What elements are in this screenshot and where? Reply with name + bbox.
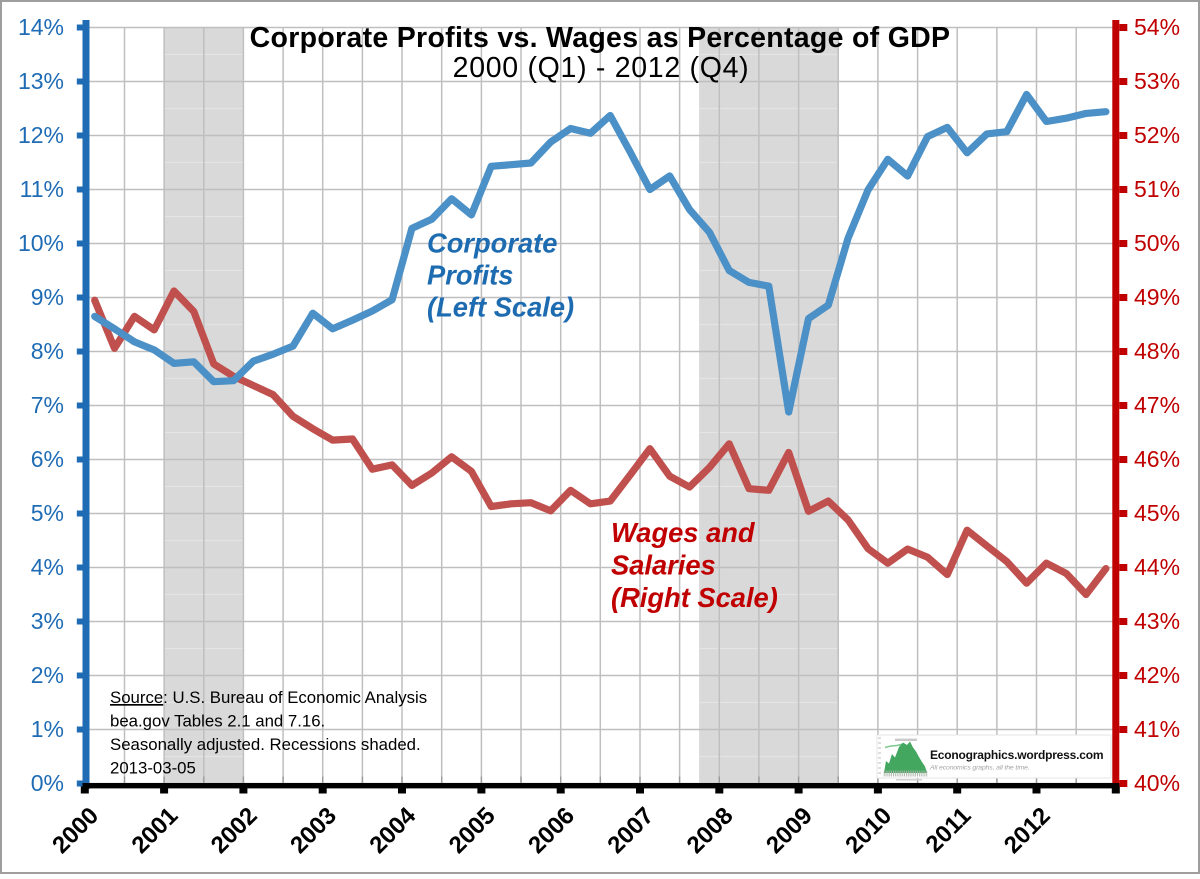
svg-text:52%: 52%	[1134, 122, 1180, 148]
svg-text:48%: 48%	[1134, 338, 1180, 364]
svg-text:51%: 51%	[1134, 176, 1180, 202]
svg-text:1%: 1%	[31, 716, 64, 742]
svg-text:13%: 13%	[18, 68, 64, 94]
svg-text:40%: 40%	[1134, 770, 1180, 796]
svg-text:Econographics.wordpress.com: Econographics.wordpress.com	[930, 748, 1103, 762]
svg-text:All economics graphs, all the: All economics graphs, all the time.	[929, 765, 1030, 772]
svg-text:41%: 41%	[1134, 716, 1180, 742]
svg-text:53%: 53%	[1134, 68, 1180, 94]
svg-text:4%: 4%	[31, 554, 64, 580]
svg-text:12%: 12%	[18, 122, 64, 148]
svg-text:46%: 46%	[1134, 446, 1180, 472]
svg-text:Source: U.S. Bureau of Econom: Source: U.S. Bureau of Economic Analysis	[110, 688, 427, 707]
svg-text:Corporate: Corporate	[427, 228, 557, 259]
svg-text:9%: 9%	[31, 284, 64, 310]
svg-text:44%: 44%	[1134, 554, 1180, 580]
svg-text:50%: 50%	[1134, 230, 1180, 256]
svg-text:11%: 11%	[20, 176, 64, 202]
svg-text:42%: 42%	[1134, 662, 1180, 688]
svg-text:5%: 5%	[31, 500, 64, 526]
svg-text:Salaries: Salaries	[611, 550, 716, 581]
svg-text:6%: 6%	[31, 446, 64, 472]
svg-text:14%: 14%	[18, 14, 64, 40]
svg-text:(Right Scale): (Right Scale)	[611, 582, 778, 613]
svg-text:3%: 3%	[31, 608, 64, 634]
svg-text:Corporate Profits vs. Wages as: Corporate Profits vs. Wages as Percentag…	[250, 22, 951, 54]
svg-text:49%: 49%	[1134, 284, 1180, 310]
svg-text:(Left Scale): (Left Scale)	[427, 292, 574, 323]
svg-text:54%: 54%	[1134, 14, 1180, 40]
svg-text:8%: 8%	[31, 338, 64, 364]
svg-text:10%: 10%	[18, 230, 64, 256]
svg-text:2%: 2%	[31, 662, 64, 688]
svg-text:bea.gov Tables 2.1 and 7.16.: bea.gov Tables 2.1 and 7.16.	[110, 712, 325, 731]
svg-text:Profits: Profits	[427, 260, 513, 291]
svg-text:2000 (Q1) - 2012 (Q4): 2000 (Q1) - 2012 (Q4)	[453, 52, 750, 84]
svg-text:45%: 45%	[1134, 500, 1180, 526]
svg-text:2013-03-05: 2013-03-05	[110, 759, 196, 778]
svg-text:0%: 0%	[31, 770, 64, 796]
svg-text:Seasonally adjusted. Recession: Seasonally adjusted. Recessions shaded.	[110, 735, 421, 754]
svg-text:7%: 7%	[31, 392, 64, 418]
svg-text:Wages and: Wages and	[611, 517, 756, 548]
svg-text:47%: 47%	[1134, 392, 1180, 418]
svg-text:43%: 43%	[1134, 608, 1180, 634]
